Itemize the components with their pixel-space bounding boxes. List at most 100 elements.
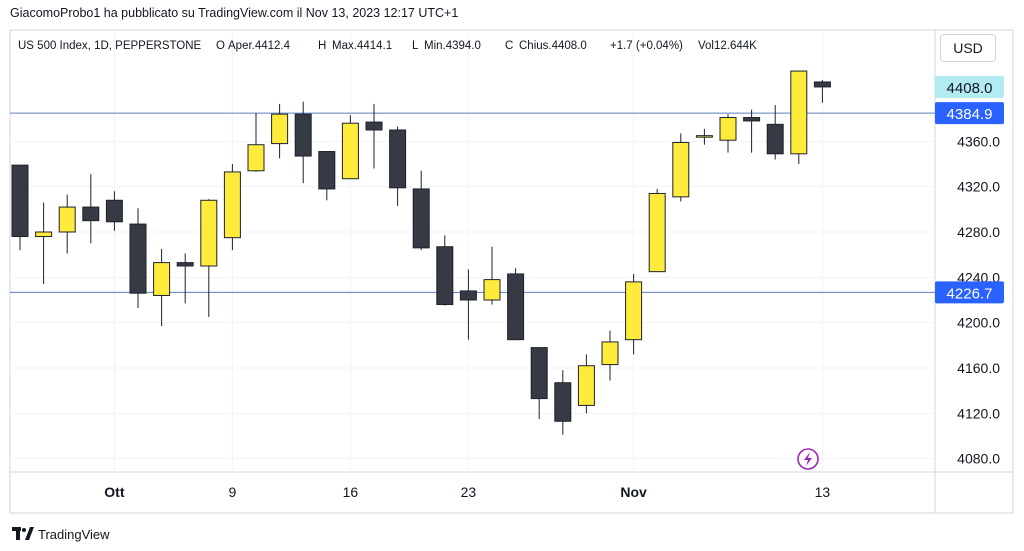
- y-tick-label: 4240.0: [957, 269, 1000, 285]
- candle-body-up: [200, 199, 218, 267]
- y-tick-label: 4320.0: [957, 179, 1000, 195]
- y-tick-label: 4280.0: [957, 224, 1000, 240]
- last-price-badge: [935, 75, 1004, 98]
- candle: [412, 170, 430, 251]
- time-axis[interactable]: Ott 9 16 23 Nov 13: [104, 484, 830, 500]
- candle-body-up: [625, 281, 643, 341]
- candle: [530, 347, 548, 419]
- x-tick-label: 16: [343, 484, 359, 500]
- legend-open: Aper.4412.4: [228, 40, 291, 52]
- candle-body-up: [577, 365, 595, 406]
- candle-body-up: [790, 70, 808, 155]
- candle-body-up: [601, 341, 619, 366]
- candle-body-up: [648, 192, 666, 273]
- candle-body-up: [223, 171, 241, 239]
- candle: [577, 354, 595, 414]
- candle: [58, 194, 76, 254]
- candle: [247, 113, 265, 172]
- candle-body-down: [82, 206, 100, 222]
- currency-button[interactable]: USD: [940, 34, 996, 62]
- candle-body-down: [507, 273, 525, 341]
- candle: [483, 246, 501, 305]
- candle: [318, 151, 336, 201]
- candle: [389, 126, 407, 206]
- candle: [719, 114, 737, 153]
- candle-body-up: [247, 144, 265, 172]
- lightning-icon[interactable]: [797, 448, 819, 470]
- candle: [695, 128, 713, 145]
- candle: [294, 101, 312, 184]
- legend-low-label: L: [412, 40, 419, 52]
- chart-border: [9, 29, 1014, 514]
- candle-body-up: [695, 135, 713, 138]
- candle: [648, 188, 666, 273]
- candle-body-down: [389, 129, 407, 189]
- candle-body-up: [153, 262, 171, 296]
- candle: [813, 80, 831, 103]
- candle: [223, 164, 241, 251]
- last-price-label: 4408.0: [947, 80, 993, 97]
- candle: [766, 105, 784, 160]
- x-tick-label: 9: [229, 484, 237, 500]
- legend-close-label: C: [505, 40, 513, 52]
- legend-close: Chius.4408.0: [519, 40, 587, 52]
- candle: [176, 253, 194, 304]
- y-tick-label: 4200.0: [957, 315, 1000, 331]
- price-badge: [935, 102, 1004, 125]
- candle-body-up: [35, 231, 53, 238]
- candle: [790, 70, 808, 164]
- candle-body-down: [294, 113, 312, 157]
- candle: [129, 208, 147, 308]
- y-tick-label: 4120.0: [957, 405, 1000, 421]
- price-badge: [935, 281, 1004, 304]
- candle: [507, 268, 525, 341]
- footer: TradingView: [12, 525, 110, 543]
- legend-high: Max.4414.1: [332, 40, 392, 52]
- candle: [200, 199, 218, 317]
- x-tick-label: Ott: [104, 484, 125, 500]
- x-tick-label: 13: [815, 484, 831, 500]
- price-badge-label: 4226.7: [947, 285, 993, 302]
- published-header: GiacomoProbo1 ha pubblicato su TradingVi…: [10, 6, 459, 20]
- legend-change: +1.7 (+0.04%): [610, 40, 683, 52]
- candle: [271, 103, 289, 159]
- candle-body-up: [271, 113, 289, 145]
- candle: [554, 370, 572, 435]
- candle: [672, 133, 690, 202]
- candle-body-up: [719, 117, 737, 141]
- legend-high-label: H: [318, 40, 326, 52]
- candle-body-up: [672, 141, 690, 198]
- price-badge-label: 4384.9: [947, 106, 993, 123]
- candle-body-up: [341, 122, 359, 180]
- candle-body-up: [58, 206, 76, 233]
- candle-body-down: [459, 290, 477, 301]
- candle-body-down: [766, 123, 784, 155]
- candle: [105, 191, 123, 231]
- legend-low: Min.4394.0: [424, 40, 481, 52]
- candle-body-down: [318, 151, 336, 190]
- y-tick-label: 4080.0: [957, 451, 1000, 467]
- price-axis[interactable]: 4080.0 4120.0 4160.0 4200.0 4240.0 4280.0 4320…: [957, 133, 1000, 466]
- candle-body-down: [412, 188, 430, 249]
- candle: [459, 269, 477, 340]
- candle: [82, 174, 100, 244]
- candle-body-down: [530, 347, 548, 400]
- candle-body-down: [105, 199, 123, 223]
- candle: [365, 103, 383, 169]
- candle-body-down: [129, 223, 147, 294]
- candles: [11, 70, 831, 435]
- candle: [625, 273, 643, 355]
- candle: [153, 249, 171, 327]
- candle: [436, 235, 454, 306]
- candle-body-down: [436, 246, 454, 306]
- tradingview-logo-icon: [12, 527, 34, 540]
- tradingview-brand: TradingView: [38, 526, 110, 542]
- candle-body-down: [743, 117, 761, 122]
- x-tick-label: Nov: [620, 484, 647, 500]
- candle: [11, 164, 29, 251]
- legend-volume: Vol12.644K: [698, 40, 757, 52]
- candle: [35, 202, 53, 285]
- candle-body-down: [365, 121, 383, 131]
- price-badges: 4384.9 4226.7 4408.0: [935, 75, 1004, 304]
- y-tick-label: 4160.0: [957, 360, 1000, 376]
